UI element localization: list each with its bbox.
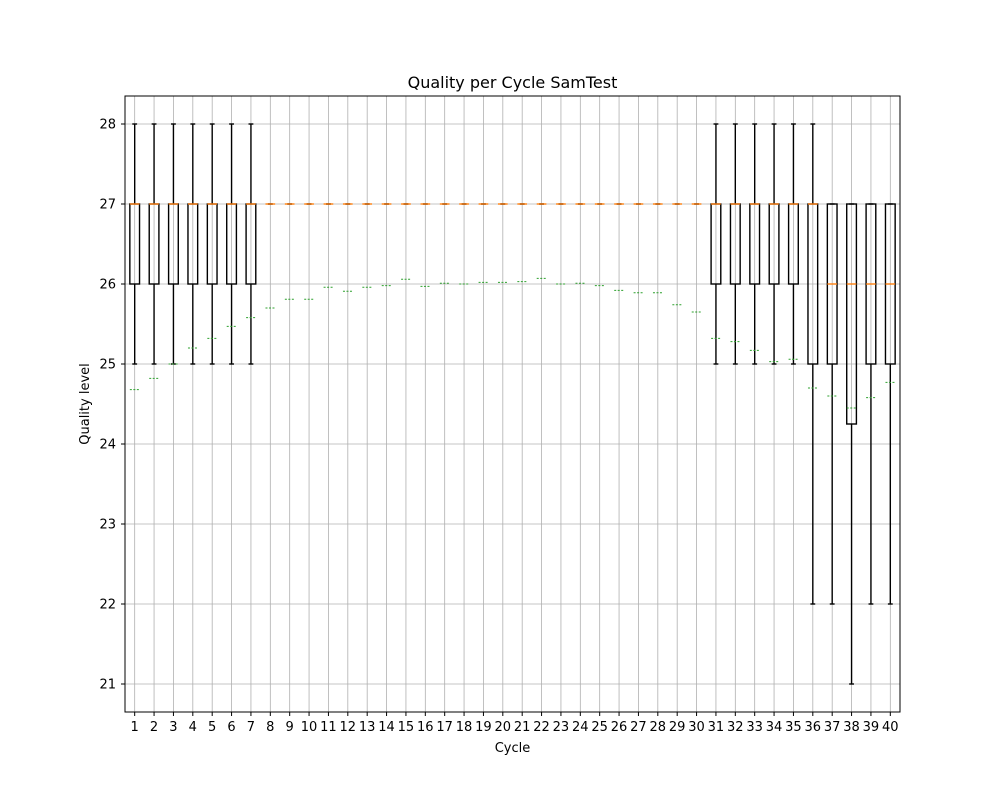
y-tick-label: 22 xyxy=(99,598,116,613)
box-plot-cycle-34 xyxy=(768,123,780,365)
y-axis-label: Quality level xyxy=(78,363,93,445)
box-plot-cycle-9 xyxy=(284,203,295,300)
x-tick-label: 38 xyxy=(843,720,860,735)
x-tick-label: 24 xyxy=(572,720,589,735)
box-plot-cycle-1 xyxy=(129,123,141,391)
box-plot-cycle-26 xyxy=(614,203,624,291)
x-tick-label: 20 xyxy=(495,720,512,735)
y-tick-label: 28 xyxy=(99,118,116,133)
box-plot-cycle-2 xyxy=(148,123,160,379)
box-plot-cycle-6 xyxy=(226,123,238,365)
plot-frame xyxy=(124,95,901,713)
x-tick-label: 21 xyxy=(514,720,531,735)
iqr-box xyxy=(846,203,858,425)
x-tick-label: 11 xyxy=(320,720,337,735)
x-tick-label: 28 xyxy=(650,720,667,735)
x-tick-label: 8 xyxy=(266,720,274,735)
x-tick-label: 40 xyxy=(882,720,899,735)
box-series xyxy=(129,123,896,685)
box-plot-cycle-20 xyxy=(497,203,508,283)
box-plot-cycle-30 xyxy=(691,203,702,313)
box-plot-cycle-18 xyxy=(459,203,469,285)
y-tick-label: 21 xyxy=(99,678,116,693)
box-plot-cycle-29 xyxy=(672,203,683,306)
x-tick-label: 29 xyxy=(669,720,686,735)
box-plot-cycle-13 xyxy=(362,203,373,288)
box-plot-cycle-39 xyxy=(865,203,877,605)
y-tick-label: 23 xyxy=(99,518,116,533)
x-tick-label: 13 xyxy=(359,720,376,735)
x-tick-label: 17 xyxy=(436,720,453,735)
x-tick-label: 14 xyxy=(378,720,395,735)
x-tick-label: 15 xyxy=(398,720,415,735)
box-plot-cycle-33 xyxy=(749,123,761,365)
x-tick-label: 23 xyxy=(553,720,570,735)
x-tick-label: 34 xyxy=(766,720,783,735)
x-tick-label: 30 xyxy=(688,720,705,735)
box-plot-cycle-3 xyxy=(167,123,179,365)
x-tick-label: 19 xyxy=(475,720,492,735)
box-plot-cycle-24 xyxy=(575,203,586,284)
box-plot-cycle-5 xyxy=(206,123,218,365)
x-tick-label: 4 xyxy=(189,720,197,735)
x-tick-label: 7 xyxy=(247,720,255,735)
box-plot-cycle-32 xyxy=(729,123,741,365)
box-plot-cycle-31 xyxy=(710,123,722,365)
box-plot-cycle-8 xyxy=(265,203,276,309)
chart-title: Quality per Cycle SamTest xyxy=(408,73,618,92)
box-plot-cycle-14 xyxy=(381,203,392,287)
box-plot-cycle-4 xyxy=(187,123,199,365)
y-tick-label: 27 xyxy=(99,198,116,213)
x-tick-label: 2 xyxy=(150,720,158,735)
box-plot-cycle-21 xyxy=(517,203,528,283)
x-tick-label: 27 xyxy=(630,720,647,735)
x-tick-label: 3 xyxy=(169,720,177,735)
x-axis-label: Cycle xyxy=(495,741,531,756)
box-plot-cycle-15 xyxy=(401,203,411,280)
box-plot-cycle-12 xyxy=(342,203,353,292)
box-plot-cycle-35 xyxy=(787,123,799,365)
x-tick-label: 12 xyxy=(340,720,357,735)
y-tick-label: 24 xyxy=(99,438,116,453)
x-tick-label: 35 xyxy=(785,720,802,735)
box-plot-cycle-36 xyxy=(807,123,819,605)
x-tick-label: 36 xyxy=(805,720,822,735)
box-plot-cycle-37 xyxy=(826,203,838,605)
box-plot-cycle-38 xyxy=(846,203,858,685)
x-tick-label: 10 xyxy=(301,720,318,735)
y-tick-label: 26 xyxy=(99,278,116,293)
box-plot-cycle-40 xyxy=(884,203,896,605)
x-tick-label: 1 xyxy=(131,720,139,735)
grid-lines xyxy=(125,96,900,712)
box-plot-cycle-28 xyxy=(652,203,663,294)
y-tick-label: 25 xyxy=(99,358,116,373)
x-tick-label: 16 xyxy=(417,720,434,735)
x-tick-label: 39 xyxy=(863,720,880,735)
box-plot-cycle-7 xyxy=(245,123,257,365)
box-plot-cycle-23 xyxy=(556,203,566,285)
box-plot-cycle-25 xyxy=(594,203,605,287)
box-plot-cycle-16 xyxy=(420,203,431,287)
box-plot-cycle-22 xyxy=(536,203,547,279)
x-tick-label: 26 xyxy=(611,720,628,735)
box-plot-cycle-19 xyxy=(478,203,489,283)
x-tick-label: 18 xyxy=(456,720,473,735)
box-plot-cycle-17 xyxy=(439,203,450,284)
x-tick-label: 37 xyxy=(824,720,841,735)
box-plot-cycle-11 xyxy=(323,203,334,288)
x-tick-label: 6 xyxy=(227,720,235,735)
x-tick-label: 22 xyxy=(533,720,550,735)
x-tick-label: 25 xyxy=(591,720,608,735)
x-tick-label: 32 xyxy=(727,720,744,735)
box-plot-cycle-10 xyxy=(304,203,314,300)
x-tick-label: 33 xyxy=(746,720,763,735)
x-tick-label: 9 xyxy=(286,720,294,735)
box-plot-cycle-27 xyxy=(633,203,644,294)
x-tick-label: 5 xyxy=(208,720,216,735)
x-tick-label: 31 xyxy=(708,720,725,735)
